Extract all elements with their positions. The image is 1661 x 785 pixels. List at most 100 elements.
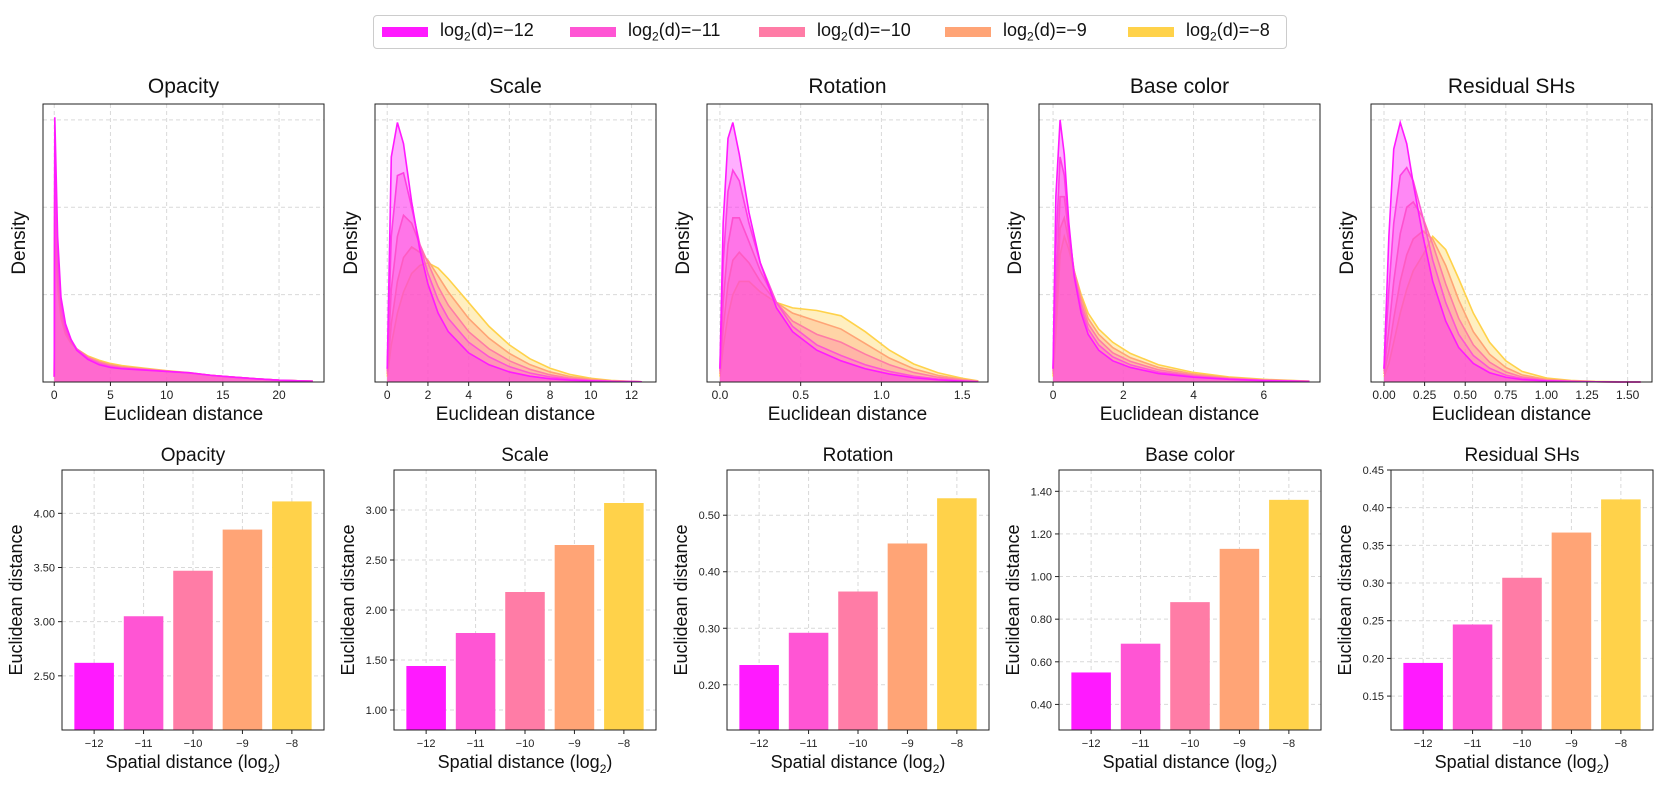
density-panel-0: 0 5 10 15 20 Opacity Euclidean distance Density bbox=[9, 75, 325, 425]
density-area bbox=[387, 215, 642, 382]
legend-item-11: log2(d)=−11 bbox=[570, 16, 720, 48]
y-tick-label: 0.35 bbox=[1363, 540, 1384, 552]
x-tick-label: 6 bbox=[506, 388, 513, 402]
density-line bbox=[1052, 119, 1310, 383]
x-tick-label: −11 bbox=[800, 738, 818, 750]
plot-frame bbox=[1370, 103, 1653, 383]
y-tick-label: 1.00 bbox=[1031, 572, 1052, 584]
legend-label: log2(d)=−12 bbox=[440, 20, 534, 44]
bar-1 bbox=[455, 633, 496, 730]
x-tick-label: 0.25 bbox=[1413, 388, 1437, 402]
x-tick-label: −10 bbox=[516, 738, 535, 750]
y-axis-label: Euclidean distance bbox=[6, 524, 26, 675]
density-line bbox=[386, 122, 642, 383]
bar-0 bbox=[74, 662, 114, 730]
y-axis-label: Density bbox=[1005, 211, 1026, 275]
density-area bbox=[54, 143, 313, 382]
y-tick-label: 0.40 bbox=[1363, 503, 1384, 515]
y-tick-label: 2.50 bbox=[34, 671, 55, 683]
density-area bbox=[54, 223, 313, 382]
density-line bbox=[719, 217, 979, 383]
panel-title: Rotation bbox=[808, 75, 886, 98]
panel-title: Base color bbox=[1130, 75, 1229, 98]
bar-panel-3: 0.40 0.60 0.80 1.00 1.20 1.40 −12 −11 −10 −9 −8 Bas… bbox=[1003, 445, 1322, 776]
y-axis-label: Euclidean distance bbox=[671, 524, 691, 675]
density-area bbox=[1383, 122, 1641, 382]
x-tick-label: −12 bbox=[85, 738, 104, 750]
x-tick-label: −11 bbox=[1132, 738, 1150, 750]
legend-item-9: log2(d)=−9 bbox=[945, 16, 1087, 48]
x-tick-label: 10 bbox=[160, 388, 174, 402]
bar-2 bbox=[1502, 577, 1542, 730]
y-axis-label: Density bbox=[673, 211, 694, 275]
density-area bbox=[387, 122, 642, 382]
panel-title: Scale bbox=[501, 445, 549, 466]
legend: log2(d)=−12 log2(d)=−11 log2(d)=−10 log2… bbox=[373, 15, 1287, 49]
x-tick-label: 4 bbox=[465, 388, 472, 402]
y-axis-label: Density bbox=[9, 211, 30, 275]
x-tick-label: 2 bbox=[1120, 388, 1127, 402]
y-tick-label: 0.30 bbox=[1363, 578, 1384, 590]
plot-frame bbox=[374, 103, 657, 383]
x-tick-label: −8 bbox=[1283, 738, 1296, 750]
x-tick-label: −9 bbox=[901, 738, 914, 750]
x-tick-label: −12 bbox=[1082, 738, 1101, 750]
panel-title: Residual SHs bbox=[1448, 75, 1575, 98]
x-tick-label: 1.50 bbox=[1616, 388, 1640, 402]
density-line bbox=[53, 223, 313, 383]
bar-3 bbox=[887, 543, 928, 730]
x-tick-label: −9 bbox=[236, 738, 249, 750]
x-tick-label: −11 bbox=[135, 738, 153, 750]
density-line bbox=[719, 168, 979, 383]
density-area bbox=[54, 170, 313, 382]
y-axis-label: Density bbox=[341, 211, 362, 275]
density-area bbox=[719, 281, 979, 382]
x-tick-label: −8 bbox=[618, 738, 631, 750]
panel-title: Scale bbox=[489, 75, 542, 98]
x-tick-label: −9 bbox=[1565, 738, 1578, 750]
bar-1 bbox=[1120, 643, 1161, 730]
density-area bbox=[54, 117, 313, 383]
bar-4 bbox=[1269, 499, 1309, 730]
x-tick-label: 0 bbox=[1050, 388, 1057, 402]
density-line bbox=[1052, 215, 1310, 383]
bar-1 bbox=[1452, 624, 1493, 730]
x-axis-label: Euclidean distance bbox=[436, 404, 596, 425]
x-tick-label: 0.0 bbox=[712, 388, 729, 402]
density-area bbox=[1383, 201, 1641, 382]
density-line bbox=[53, 117, 313, 383]
y-tick-label: 1.50 bbox=[366, 655, 387, 667]
density-line bbox=[719, 122, 979, 383]
legend-label: log2(d)=−11 bbox=[628, 20, 721, 44]
density-area bbox=[719, 170, 979, 382]
y-tick-label: 3.00 bbox=[34, 617, 55, 629]
x-axis-label: Spatial distance (log2) bbox=[106, 752, 281, 776]
density-area bbox=[1053, 196, 1310, 382]
x-tick-label: −9 bbox=[568, 738, 581, 750]
bar-2 bbox=[1170, 602, 1210, 730]
panel-title: Rotation bbox=[823, 445, 894, 466]
x-tick-label: −8 bbox=[1615, 738, 1628, 750]
x-tick-label: 20 bbox=[272, 388, 286, 402]
density-line bbox=[386, 245, 642, 383]
density-area bbox=[387, 262, 642, 382]
x-tick-label: 2 bbox=[425, 388, 432, 402]
x-tick-label: −10 bbox=[1513, 738, 1532, 750]
y-tick-label: 0.20 bbox=[1363, 653, 1384, 665]
y-tick-label: 1.00 bbox=[366, 705, 387, 717]
x-tick-label: −12 bbox=[750, 738, 769, 750]
x-axis-label: Spatial distance (log2) bbox=[1103, 752, 1278, 776]
y-tick-label: 0.20 bbox=[699, 680, 720, 692]
bar-0 bbox=[739, 665, 779, 730]
x-tick-label: 0.75 bbox=[1494, 388, 1518, 402]
density-area bbox=[1383, 231, 1641, 382]
panel-title: Opacity bbox=[148, 75, 220, 98]
bar-panel-0: 2.50 3.00 3.50 4.00 −12 −11 −10 −9 −8 Opacity Spat… bbox=[6, 445, 325, 776]
x-tick-label: 1.5 bbox=[954, 388, 971, 402]
panel-title: Residual SHs bbox=[1464, 445, 1579, 466]
x-tick-label: 0.00 bbox=[1372, 388, 1396, 402]
density-line bbox=[719, 251, 979, 383]
bar-0 bbox=[406, 666, 446, 730]
legend-item-10: log2(d)=−10 bbox=[759, 16, 911, 48]
legend-label: log2(d)=−8 bbox=[1186, 20, 1270, 44]
